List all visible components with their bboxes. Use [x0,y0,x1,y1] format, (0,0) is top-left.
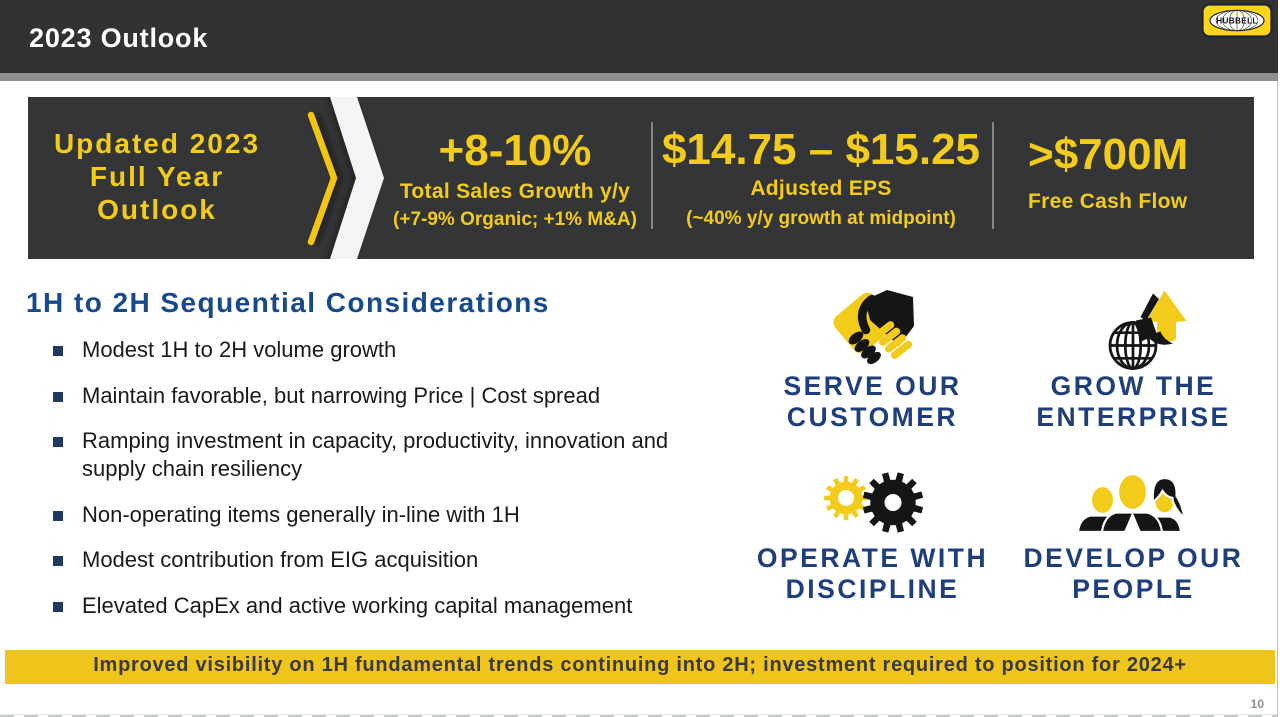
svg-text:HUBBELL: HUBBELL [1216,17,1258,26]
